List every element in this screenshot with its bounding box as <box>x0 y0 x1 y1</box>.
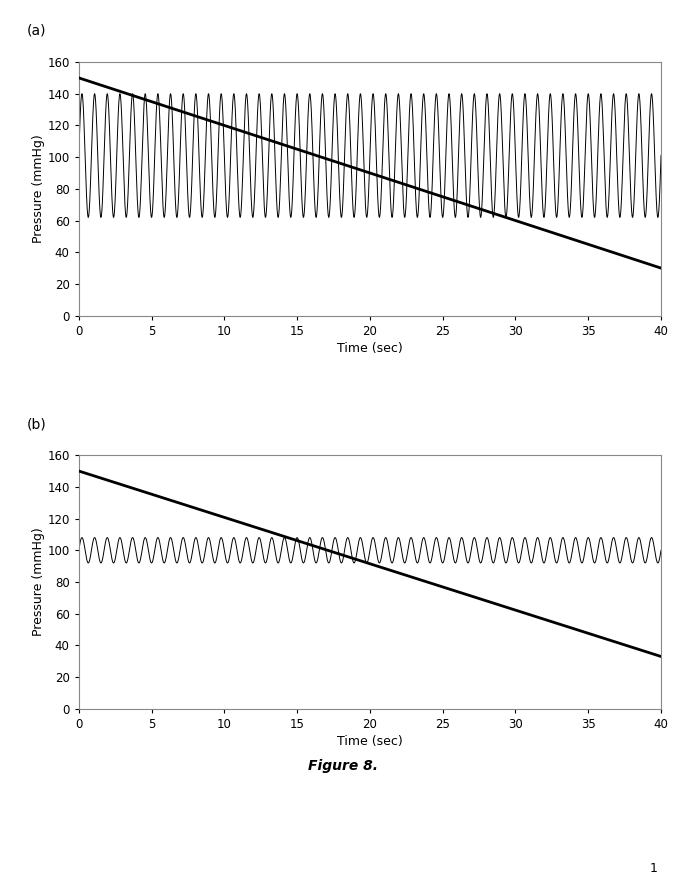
Text: Figure 8.: Figure 8. <box>308 759 377 773</box>
Text: 1: 1 <box>650 862 658 875</box>
X-axis label: Time (sec): Time (sec) <box>337 342 403 355</box>
Y-axis label: Pressure (mmHg): Pressure (mmHg) <box>32 527 45 636</box>
Y-axis label: Pressure (mmHg): Pressure (mmHg) <box>32 135 45 244</box>
Text: (b): (b) <box>27 417 46 431</box>
X-axis label: Time (sec): Time (sec) <box>337 735 403 748</box>
Text: (a): (a) <box>27 24 46 38</box>
